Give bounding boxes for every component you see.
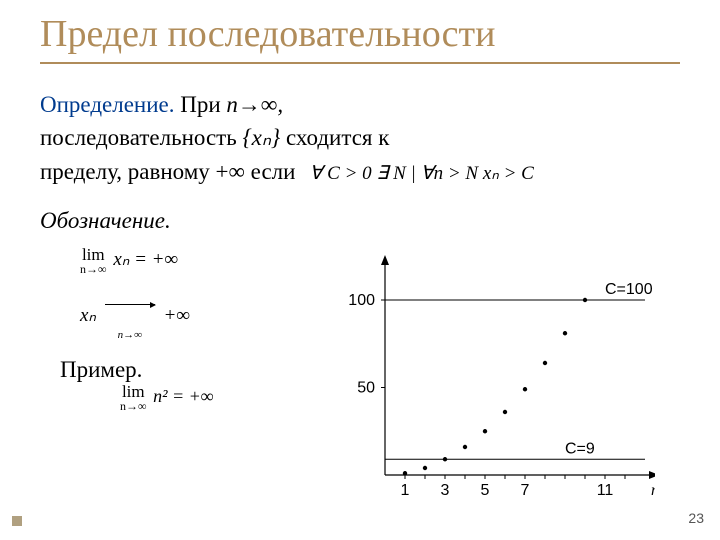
f2-rhs: +∞ bbox=[164, 305, 190, 326]
definition-label: Определение. bbox=[40, 92, 175, 117]
ex-lim-under: n→∞ bbox=[120, 400, 147, 412]
svg-text:C=100: C=100 bbox=[605, 281, 653, 298]
svg-text:50: 50 bbox=[357, 380, 375, 397]
arrow-icon bbox=[105, 304, 155, 305]
def-line3-a: пределу, равному +∞ если bbox=[40, 155, 295, 188]
svg-text:5: 5 bbox=[481, 482, 490, 499]
svg-text:11: 11 bbox=[597, 482, 614, 499]
slide-title: Предел последовательности bbox=[40, 0, 680, 56]
title-underline bbox=[40, 62, 680, 64]
ex-lim: lim bbox=[120, 383, 147, 400]
footer-bullet-icon bbox=[12, 516, 22, 526]
ex-body: n² = +∞ bbox=[153, 386, 214, 406]
def-line1-cond: n→∞, bbox=[226, 92, 283, 117]
notation-label: Обозначение. bbox=[40, 208, 680, 234]
def-line2-a: последовательность bbox=[40, 125, 242, 150]
svg-text:C=9: C=9 bbox=[565, 440, 595, 457]
def-condition-formula: ∀ C > 0 ∃ N | ∀n > N xₙ > C bbox=[309, 160, 533, 188]
f2-lhs: xₙ bbox=[80, 305, 96, 326]
def-line2-b: сходится к bbox=[280, 125, 389, 150]
svg-text:1: 1 bbox=[401, 482, 410, 499]
svg-text:7: 7 bbox=[521, 482, 530, 499]
svg-text:3: 3 bbox=[441, 482, 450, 499]
arrow-under: n→∞ bbox=[105, 324, 155, 347]
page-number: 23 bbox=[688, 510, 704, 526]
def-seq: {xₙ} bbox=[242, 125, 280, 150]
def-line1-prefix: При bbox=[175, 92, 227, 117]
lim-under: n→∞ bbox=[80, 263, 107, 275]
body-text: Определение. При n→∞, последовательность… bbox=[40, 88, 680, 188]
lim-text: lim bbox=[80, 246, 107, 263]
lim-body: xₙ = +∞ bbox=[113, 249, 178, 270]
scatter-chart: 1 3 5 7 11 50 100 C=100 C=9 n bbox=[345, 255, 655, 505]
svg-text:100: 100 bbox=[348, 292, 375, 309]
svg-text:n: n bbox=[651, 482, 655, 499]
